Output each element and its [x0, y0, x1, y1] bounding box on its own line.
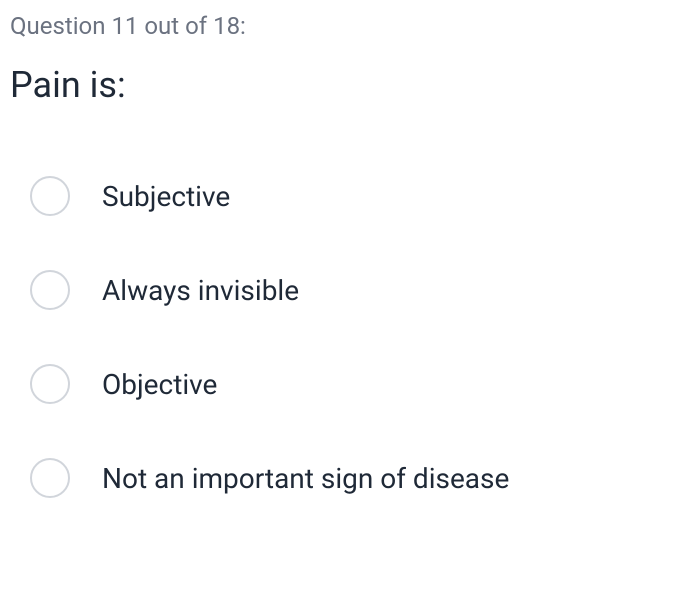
question-text: Pain is: [10, 64, 673, 106]
option-label: Subjective [102, 180, 230, 213]
radio-icon[interactable] [30, 270, 70, 310]
option-row[interactable]: Always invisible [30, 270, 673, 310]
option-label: Not an important sign of disease [102, 462, 509, 495]
radio-icon[interactable] [30, 364, 70, 404]
option-label: Objective [102, 368, 217, 401]
option-row[interactable]: Subjective [30, 176, 673, 216]
options-list: Subjective Always invisible Objective No… [10, 176, 673, 498]
option-label: Always invisible [102, 274, 299, 307]
radio-icon[interactable] [30, 458, 70, 498]
radio-icon[interactable] [30, 176, 70, 216]
option-row[interactable]: Not an important sign of disease [30, 458, 673, 498]
option-row[interactable]: Objective [30, 364, 673, 404]
question-counter: Question 11 out of 18: [10, 12, 673, 40]
